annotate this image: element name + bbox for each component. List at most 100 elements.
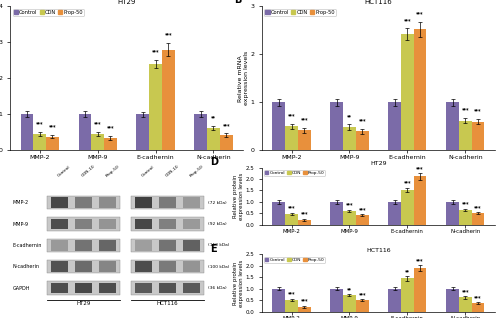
Bar	[472, 303, 484, 312]
Text: ***: ***	[106, 125, 114, 130]
Bar	[20, 114, 34, 150]
FancyBboxPatch shape	[75, 261, 92, 272]
Bar	[220, 135, 232, 150]
Text: E-cadhernin: E-cadhernin	[12, 243, 42, 248]
Text: ***: ***	[300, 211, 308, 217]
FancyBboxPatch shape	[99, 240, 116, 251]
FancyBboxPatch shape	[134, 240, 152, 251]
Bar	[414, 268, 426, 312]
Text: ***: ***	[358, 118, 366, 123]
Bar	[330, 202, 343, 225]
Text: ***: ***	[474, 205, 482, 210]
Bar	[472, 213, 484, 225]
FancyBboxPatch shape	[99, 283, 116, 293]
Text: ***: ***	[416, 11, 424, 17]
Text: ***: ***	[404, 181, 411, 185]
Legend: Control, CDN, Prop-50: Control, CDN, Prop-50	[264, 170, 326, 176]
Bar	[330, 289, 343, 312]
Bar	[330, 102, 343, 150]
FancyBboxPatch shape	[75, 219, 92, 229]
Text: ***: ***	[288, 291, 296, 296]
Bar	[194, 114, 207, 150]
Bar	[104, 138, 117, 150]
FancyBboxPatch shape	[99, 219, 116, 229]
Text: ***: ***	[300, 298, 308, 303]
FancyBboxPatch shape	[99, 197, 116, 208]
Text: CDN-10: CDN-10	[165, 164, 180, 178]
Text: ***: ***	[288, 205, 296, 211]
FancyBboxPatch shape	[48, 281, 120, 295]
Y-axis label: Relative protein
expression levels: Relative protein expression levels	[233, 259, 244, 307]
FancyBboxPatch shape	[75, 240, 92, 251]
FancyBboxPatch shape	[183, 197, 200, 208]
Bar	[34, 134, 46, 150]
FancyBboxPatch shape	[131, 281, 204, 295]
Text: ***: ***	[288, 113, 296, 118]
FancyBboxPatch shape	[134, 219, 152, 229]
Text: **: **	[347, 287, 352, 292]
Bar	[272, 289, 285, 312]
FancyBboxPatch shape	[131, 218, 204, 231]
Bar	[446, 289, 459, 312]
FancyBboxPatch shape	[134, 261, 152, 272]
Bar	[162, 50, 174, 150]
Text: MMP-2: MMP-2	[12, 200, 28, 205]
FancyBboxPatch shape	[134, 197, 152, 208]
Bar	[388, 102, 401, 150]
Text: ***: ***	[48, 124, 56, 129]
Bar	[272, 202, 285, 225]
FancyBboxPatch shape	[50, 240, 68, 251]
Title: HT29: HT29	[370, 161, 386, 166]
Text: ***: ***	[36, 121, 44, 127]
Text: N-cadherin: N-cadherin	[12, 264, 40, 269]
Bar	[298, 130, 310, 150]
Bar	[343, 211, 356, 225]
Bar	[298, 220, 310, 225]
Legend: Control, CDN, Prop-50: Control, CDN, Prop-50	[12, 9, 85, 16]
Legend: Control, CDN, Prop-50: Control, CDN, Prop-50	[264, 9, 336, 16]
Text: ***: ***	[474, 295, 482, 300]
FancyBboxPatch shape	[50, 261, 68, 272]
Bar	[149, 64, 162, 150]
Text: **: **	[211, 115, 216, 120]
Bar	[414, 29, 426, 150]
Text: Prop-50: Prop-50	[105, 164, 120, 178]
FancyBboxPatch shape	[99, 261, 116, 272]
FancyBboxPatch shape	[48, 196, 120, 209]
Bar	[207, 128, 220, 150]
Bar	[459, 121, 471, 150]
Text: GAPDH: GAPDH	[12, 286, 30, 291]
Text: **: **	[405, 269, 410, 274]
Legend: Control, CDN, Prop-50: Control, CDN, Prop-50	[264, 257, 326, 263]
Bar	[459, 297, 471, 312]
Bar	[136, 114, 149, 150]
Title: HCT116: HCT116	[364, 0, 392, 4]
Text: ***: ***	[462, 289, 469, 294]
Bar	[388, 289, 401, 312]
FancyBboxPatch shape	[48, 239, 120, 252]
FancyBboxPatch shape	[158, 219, 176, 229]
Title: HCT116: HCT116	[366, 248, 390, 253]
FancyBboxPatch shape	[50, 219, 68, 229]
FancyBboxPatch shape	[50, 197, 68, 208]
FancyBboxPatch shape	[75, 283, 92, 293]
FancyBboxPatch shape	[158, 261, 176, 272]
Text: ***: ***	[346, 203, 353, 208]
Bar	[401, 34, 413, 150]
Text: ***: ***	[404, 18, 411, 23]
Bar	[446, 202, 459, 225]
FancyBboxPatch shape	[48, 218, 120, 231]
Bar	[343, 295, 356, 312]
Bar	[446, 102, 459, 150]
Text: Control: Control	[57, 165, 72, 178]
FancyBboxPatch shape	[131, 196, 204, 209]
FancyBboxPatch shape	[158, 197, 176, 208]
Text: Control: Control	[140, 165, 156, 178]
Title: HT29: HT29	[118, 0, 136, 4]
Text: CDN-10: CDN-10	[81, 164, 96, 178]
Text: (36 kDa): (36 kDa)	[208, 286, 227, 290]
Bar	[414, 176, 426, 225]
Bar	[285, 214, 298, 225]
FancyBboxPatch shape	[75, 197, 92, 208]
Bar	[356, 300, 368, 312]
